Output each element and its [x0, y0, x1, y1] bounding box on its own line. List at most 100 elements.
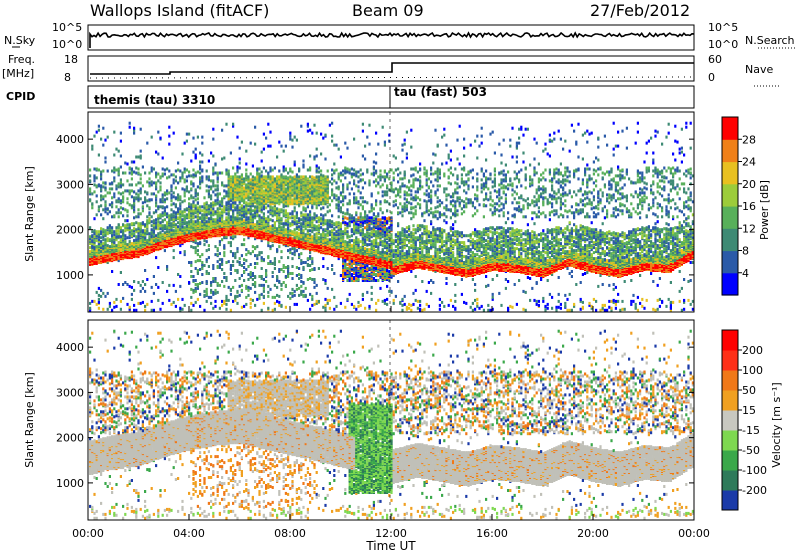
power-cell [124, 162, 126, 165]
power-cell [113, 195, 115, 198]
power-cell [135, 238, 137, 241]
power-cell [135, 309, 137, 312]
power-cell [144, 290, 146, 293]
power-cell [93, 239, 95, 242]
power-cell [91, 145, 93, 148]
power-cell [98, 251, 100, 254]
power-cell [133, 190, 135, 193]
power-heatmap-cells [89, 122, 694, 312]
power-cell [144, 283, 146, 286]
power-cell [133, 232, 135, 235]
nsky-label: N.Sky [4, 34, 36, 47]
power-cell [93, 190, 95, 193]
power-cell [98, 154, 100, 157]
power-cell [111, 181, 113, 184]
power-cell [98, 301, 100, 304]
power-cell [144, 269, 146, 272]
power-cell [100, 295, 102, 298]
power-cell [118, 191, 120, 194]
power-cell [120, 155, 122, 158]
power-cell [118, 173, 120, 176]
power-cell [107, 292, 109, 295]
nsearch-tick-top: 10^5 [708, 21, 738, 34]
power-cell [146, 204, 148, 207]
power-cell [115, 184, 117, 187]
power-cell [89, 187, 91, 190]
power-cell [120, 211, 122, 214]
radar-summary-plot: Wallops Island (fitACF) Beam 09 27/Feb/2… [0, 0, 800, 554]
power-cell [118, 197, 120, 200]
power-cell [146, 278, 148, 281]
power-cell [146, 199, 148, 202]
power-cell [133, 171, 135, 174]
power-cell [115, 298, 117, 301]
power-cell [118, 229, 120, 232]
power-cell [96, 184, 98, 187]
power-cell [137, 156, 139, 159]
power-cell [89, 250, 91, 253]
power-cell [133, 132, 135, 135]
power-cell [100, 198, 102, 201]
power-cell [91, 148, 93, 151]
power-cell [89, 190, 91, 193]
power-cell [115, 187, 117, 190]
power-cell [113, 233, 115, 236]
power-cell [98, 298, 100, 301]
cpid-label: CPID [6, 90, 35, 103]
power-cell [129, 126, 131, 129]
power-cell [109, 245, 111, 248]
power-cell [91, 239, 93, 242]
power-cell [111, 245, 113, 248]
power-cell [120, 206, 122, 209]
power-cell [115, 244, 117, 247]
power-cell [133, 280, 135, 283]
power-cell [118, 182, 120, 185]
power-cell [129, 226, 131, 229]
power-cell [98, 129, 100, 132]
power-cell [104, 295, 106, 298]
power-cell [126, 209, 128, 212]
power-cell [142, 201, 144, 204]
power-cell [144, 305, 146, 308]
power-cell [146, 239, 148, 242]
power-cell [91, 230, 93, 233]
power-cell [104, 210, 106, 213]
power-cell [104, 229, 106, 232]
power-cell [120, 140, 122, 143]
power-cell [122, 223, 124, 226]
power-cell [140, 222, 142, 225]
power-cell [124, 234, 126, 237]
power-cell [122, 191, 124, 194]
power-cell [96, 200, 98, 203]
power-cell [137, 212, 139, 215]
power-cell [104, 139, 106, 142]
power-cell [131, 168, 133, 171]
power-cell [131, 204, 133, 207]
power-cell [140, 290, 142, 293]
power-cell [122, 200, 124, 203]
power-cell [126, 303, 128, 306]
power-cell [135, 235, 137, 238]
power-cell [120, 192, 122, 195]
power-cell [135, 196, 137, 199]
power-cell [124, 172, 126, 175]
power-cell [140, 239, 142, 242]
power-cell [115, 232, 117, 235]
power-cell [140, 181, 142, 184]
power-cell [144, 229, 146, 232]
power-cell [100, 289, 102, 292]
power-cell [144, 223, 146, 226]
power-cell [102, 238, 104, 241]
power-cell [102, 181, 104, 184]
power-cell [89, 179, 91, 182]
power-cell [115, 305, 117, 308]
power-cell [98, 125, 100, 128]
power-cell [131, 222, 133, 225]
power-cell [102, 195, 104, 198]
power-cell [113, 131, 115, 134]
power-cell [140, 284, 142, 287]
power-cell [113, 167, 115, 170]
power-cell [104, 238, 106, 241]
power-cell [115, 229, 117, 232]
power-cell [89, 169, 91, 172]
